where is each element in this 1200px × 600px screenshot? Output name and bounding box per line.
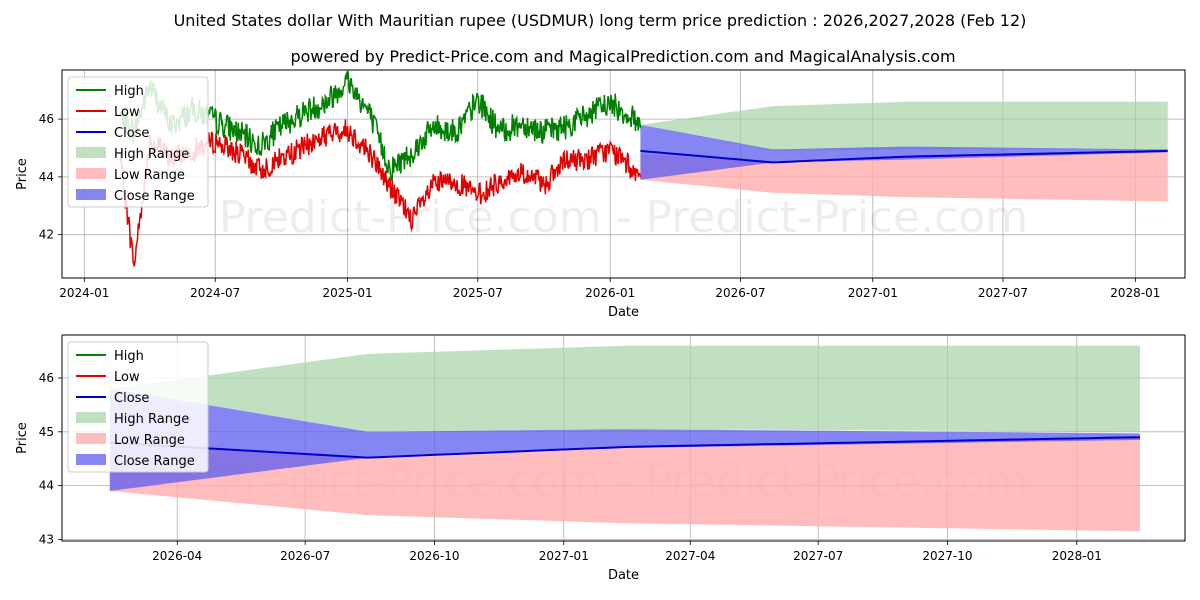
high-range-band [109, 345, 1140, 432]
plot-frame [61, 69, 1186, 279]
close-series-line [109, 436, 1141, 459]
legend-swatch [76, 454, 106, 465]
y-axis-label: Price [15, 422, 30, 454]
legend-label: Low Range [114, 168, 185, 183]
x-axis-label: Date [608, 305, 639, 320]
legend-swatch [76, 189, 106, 200]
close-series-line [640, 149, 1168, 164]
chart-subtitle: powered by Predict-Price.com and Magical… [290, 47, 955, 66]
legend-swatch [76, 433, 106, 444]
top-panel: 2024-01 2024-07 2025-01 2025-07 2026-01 2026-… [15, 69, 1186, 320]
y-tick-label: 46 [39, 371, 54, 385]
y-tick-label: 46 [39, 112, 54, 126]
x-tick-label: 2026-04 [152, 549, 202, 563]
low-range-band [640, 150, 1168, 202]
legend-label: Low Range [114, 433, 185, 448]
low-range-band [109, 437, 1140, 532]
legend-label: High Range [114, 147, 189, 162]
close-range-band [109, 388, 1140, 491]
legend-label: High [114, 84, 144, 99]
close-range-band [640, 124, 1168, 180]
legend-swatch [76, 168, 106, 179]
bottom-panel: 2026-04 2026-07 2026-10 2027-01 2027-04 2027-… [15, 334, 1186, 583]
x-tick-label: 2027-10 [922, 549, 972, 563]
legend-label: High [114, 349, 144, 364]
x-tick-label: 2026-07 [715, 286, 765, 300]
high-range-band [640, 101, 1168, 151]
x-tick-label: 2024-01 [59, 286, 109, 300]
x-tick-label: 2025-01 [323, 286, 373, 300]
x-tick-label: 2025-07 [453, 286, 503, 300]
legend-label: Close [114, 126, 149, 141]
legend-swatch [76, 147, 106, 158]
legend-label: Low [114, 370, 140, 385]
legend-label: Low [114, 105, 140, 120]
legend-swatch [76, 412, 106, 423]
legend-label: High Range [114, 412, 189, 427]
y-axis-label: Price [15, 158, 30, 190]
x-tick-label: 2026-01 [585, 286, 635, 300]
x-tick-label: 2026-07 [280, 549, 330, 563]
x-tick-label: 2028-01 [1052, 549, 1102, 563]
x-tick-label: 2024-07 [190, 286, 240, 300]
y-tick-label: 43 [39, 532, 54, 546]
x-tick-label: 2027-07 [793, 549, 843, 563]
x-tick-label: 2028-01 [1110, 286, 1160, 300]
x-tick-label: 2027-01 [848, 286, 898, 300]
legend-label: Close Range [114, 189, 195, 204]
x-tick-label: 2027-04 [665, 549, 715, 563]
chart-title: United States dollar With Mauritian rupe… [174, 11, 1027, 30]
watermark: Predict-Price.com - Predict-Price.com [219, 192, 1028, 243]
x-tick-label: 2027-07 [978, 286, 1028, 300]
plot-frame [61, 334, 1186, 542]
y-tick-label: 45 [39, 425, 54, 439]
legend-label: Close [114, 391, 149, 406]
y-tick-label: 44 [39, 479, 54, 493]
x-axis-label: Date [608, 568, 639, 583]
legend-label: Close Range [114, 454, 195, 469]
y-tick-label: 42 [39, 228, 54, 242]
y-tick-label: 44 [39, 170, 54, 184]
x-tick-label: 2026-10 [409, 549, 459, 563]
x-tick-label: 2027-01 [539, 549, 589, 563]
